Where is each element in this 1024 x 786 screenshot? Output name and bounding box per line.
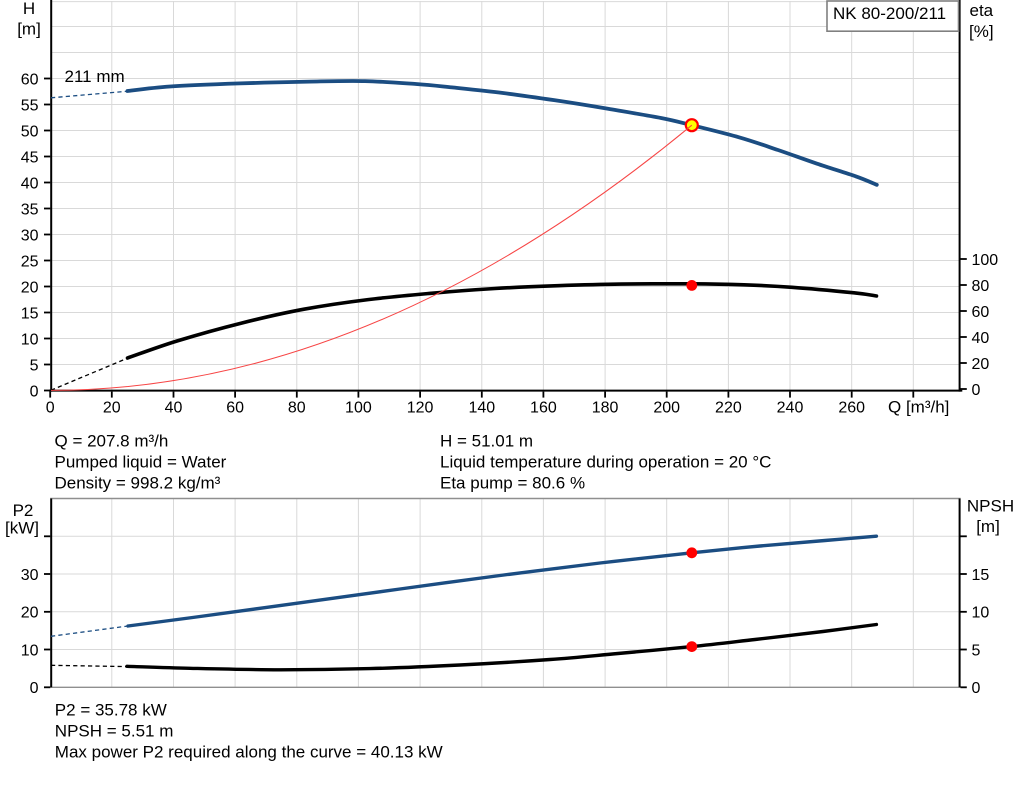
svg-text:240: 240	[777, 400, 804, 417]
svg-text:NPSH: NPSH	[967, 497, 1014, 516]
svg-text:0: 0	[972, 680, 981, 697]
svg-text:10: 10	[21, 331, 39, 348]
svg-text:0: 0	[46, 400, 55, 417]
svg-text:Max power P2 required along th: Max power P2 required along the curve = …	[55, 743, 443, 762]
svg-text:[%]: [%]	[969, 22, 994, 41]
svg-text:0: 0	[972, 382, 981, 399]
svg-text:200: 200	[653, 400, 680, 417]
svg-text:Density = 998.2 kg/m³: Density = 998.2 kg/m³	[55, 474, 221, 493]
svg-text:Pumped liquid = Water: Pumped liquid = Water	[55, 453, 227, 472]
svg-text:60: 60	[226, 400, 244, 417]
svg-text:Liquid temperature during oper: Liquid temperature during operation = 20…	[440, 453, 771, 472]
svg-text:25: 25	[21, 253, 39, 270]
svg-text:40: 40	[21, 175, 39, 192]
svg-text:180: 180	[592, 400, 619, 417]
svg-text:NK 80-200/211: NK 80-200/211	[833, 4, 946, 23]
svg-text:[m]: [m]	[976, 517, 1000, 536]
svg-text:5: 5	[30, 357, 39, 374]
svg-text:20: 20	[21, 605, 39, 622]
svg-text:100: 100	[345, 400, 372, 417]
svg-text:40: 40	[165, 400, 183, 417]
svg-text:20: 20	[103, 400, 121, 417]
svg-text:Q = 207.8 m³/h: Q = 207.8 m³/h	[55, 432, 169, 451]
svg-text:5: 5	[972, 642, 981, 659]
svg-text:40: 40	[972, 330, 990, 347]
svg-text:eta: eta	[970, 1, 994, 20]
svg-text:0: 0	[30, 680, 39, 697]
svg-text:0: 0	[30, 383, 39, 400]
svg-text:120: 120	[407, 400, 434, 417]
svg-text:15: 15	[972, 567, 990, 584]
svg-text:15: 15	[21, 305, 39, 322]
svg-text:NPSH = 5.51 m: NPSH = 5.51 m	[55, 722, 174, 741]
svg-text:50: 50	[21, 123, 39, 140]
svg-text:80: 80	[288, 400, 306, 417]
svg-text:211 mm: 211 mm	[65, 67, 125, 86]
svg-text:H: H	[23, 0, 35, 18]
svg-text:H = 51.01 m: H = 51.01 m	[440, 432, 533, 451]
svg-text:80: 80	[972, 278, 990, 295]
svg-text:160: 160	[530, 400, 557, 417]
svg-text:30: 30	[21, 227, 39, 244]
svg-text:60: 60	[21, 71, 39, 88]
svg-text:260: 260	[838, 400, 865, 417]
svg-text:100: 100	[972, 252, 999, 269]
svg-text:45: 45	[21, 149, 39, 166]
svg-text:P2 = 35.78 kW: P2 = 35.78 kW	[55, 700, 167, 719]
svg-text:35: 35	[21, 201, 39, 218]
svg-text:10: 10	[21, 642, 39, 659]
svg-text:140: 140	[468, 400, 495, 417]
svg-text:20: 20	[972, 356, 990, 373]
svg-text:Q [m³/h]: Q [m³/h]	[888, 398, 949, 417]
svg-text:30: 30	[21, 567, 39, 584]
svg-text:Eta pump = 80.6 %: Eta pump = 80.6 %	[440, 474, 585, 493]
svg-text:[m]: [m]	[17, 20, 41, 39]
svg-text:20: 20	[21, 279, 39, 296]
svg-text:10: 10	[972, 605, 990, 622]
svg-text:55: 55	[21, 97, 39, 114]
svg-text:220: 220	[715, 400, 742, 417]
svg-text:[kW]: [kW]	[5, 519, 39, 538]
svg-text:P2: P2	[13, 501, 34, 520]
svg-text:60: 60	[972, 304, 990, 321]
